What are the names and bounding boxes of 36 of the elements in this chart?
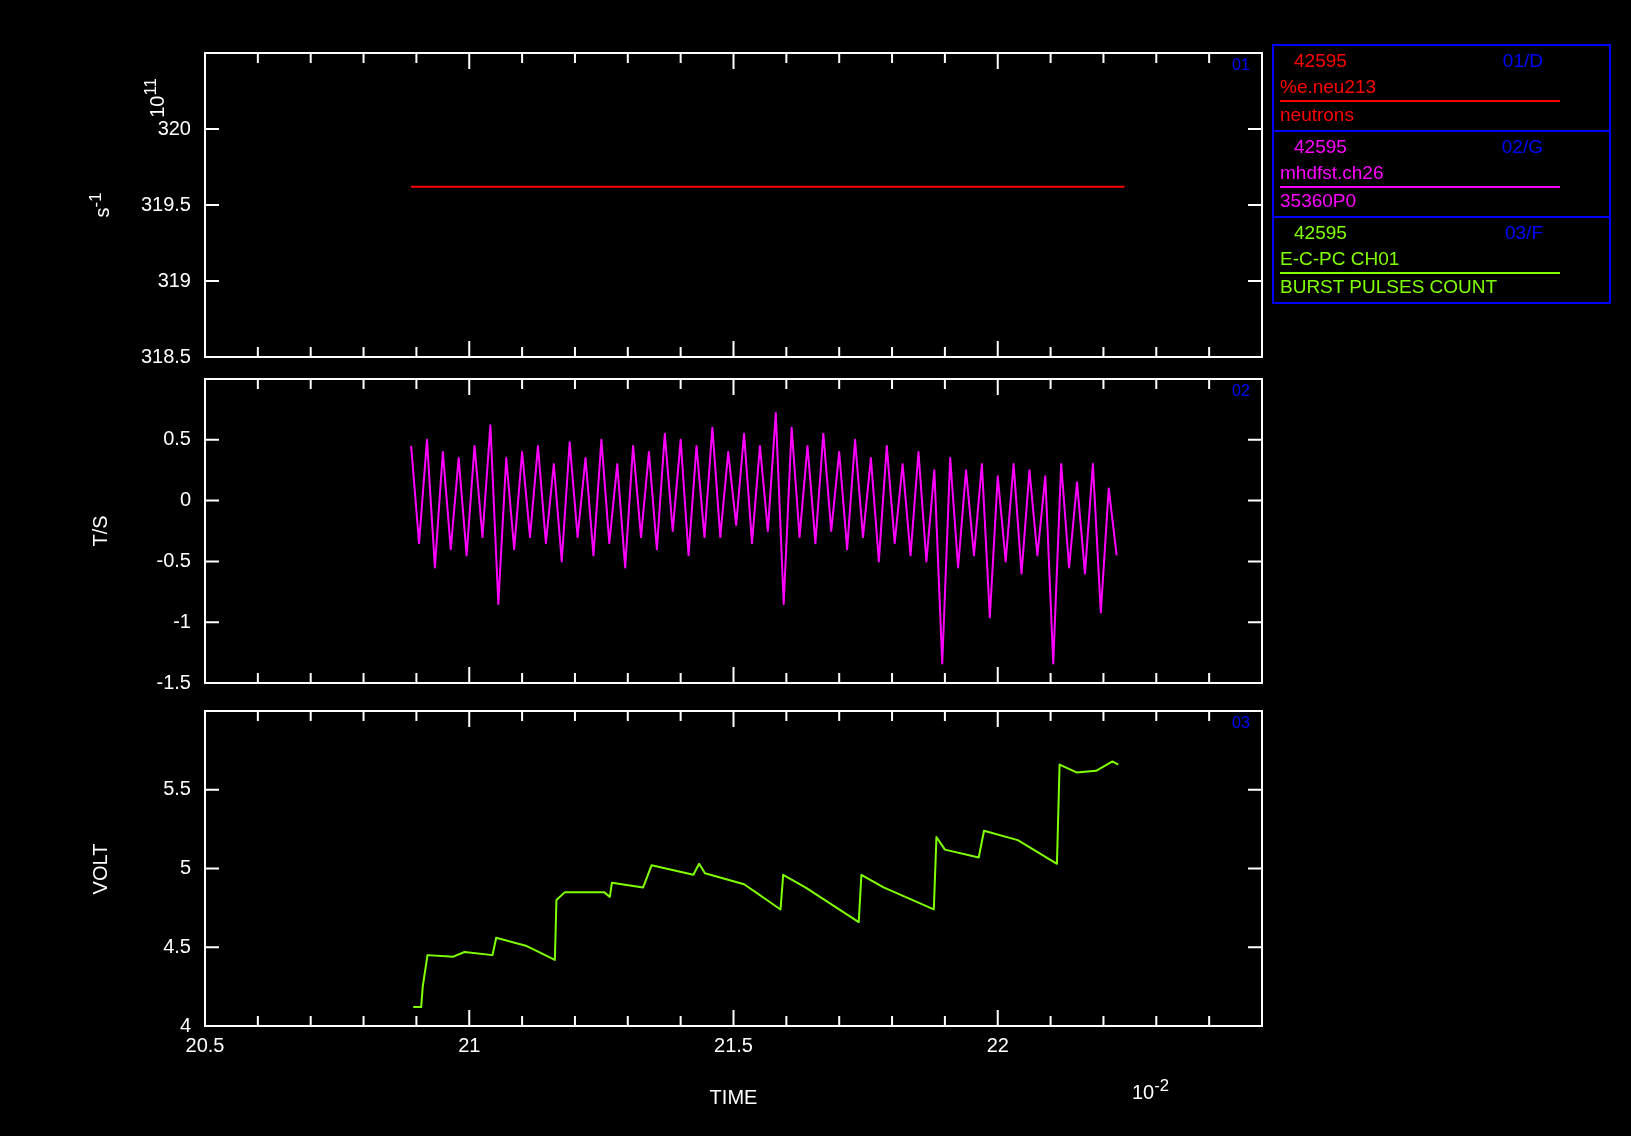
text: 10$^{-2}$ bbox=[1132, 1076, 1170, 1104]
y-tick-label: -1.5 bbox=[156, 670, 191, 693]
y-tick-label: 318.5 bbox=[140, 344, 191, 367]
y-tick-label: 5 bbox=[179, 856, 191, 879]
x-tick-label: 21.5 bbox=[714, 1033, 753, 1056]
y-tick-label: 319.5 bbox=[140, 192, 191, 215]
y-tick-label: 319 bbox=[157, 268, 191, 291]
y-axis-title: T/S bbox=[88, 515, 112, 547]
x-tick-label: 21 bbox=[458, 1033, 481, 1056]
text: E-C-PC CH01 bbox=[1280, 247, 1401, 271]
legend-title: 42595 bbox=[1294, 221, 1347, 245]
text: BURST PULSES COUNT bbox=[1280, 275, 1499, 299]
annotation: 03 bbox=[1232, 714, 1250, 732]
y-tick-label: -0.5 bbox=[156, 548, 191, 571]
y-tick-label: 0 bbox=[179, 488, 191, 511]
y-axis-title: VOLT bbox=[88, 843, 112, 894]
x-axis-title: TIME bbox=[709, 1086, 758, 1109]
y-tick-label: 320 bbox=[157, 116, 191, 139]
y-tick-label: 0.5 bbox=[163, 427, 191, 450]
text: 03/F bbox=[1504, 221, 1543, 245]
y-tick-label: 5.5 bbox=[163, 777, 191, 800]
x-tick-label: 22 bbox=[986, 1033, 1009, 1056]
legend-title: 42595 bbox=[1294, 135, 1347, 159]
y-tick-label: -1 bbox=[173, 609, 191, 632]
y-tick-label: 4 bbox=[179, 1013, 191, 1036]
annotation: 02 bbox=[1232, 382, 1250, 400]
text: 35360P0 bbox=[1280, 189, 1358, 213]
text: %e.neu213 bbox=[1280, 75, 1378, 99]
x-tick-label: 20.5 bbox=[185, 1033, 225, 1056]
annotation: 01 bbox=[1232, 56, 1250, 74]
text: 01/D bbox=[1502, 49, 1543, 73]
legend-title: 42595 bbox=[1294, 49, 1347, 73]
text: mhdfst.ch26 bbox=[1280, 161, 1385, 185]
text: 02/G bbox=[1501, 135, 1543, 159]
text: neutrons bbox=[1280, 103, 1355, 127]
y-tick-label: 4.5 bbox=[163, 934, 191, 957]
